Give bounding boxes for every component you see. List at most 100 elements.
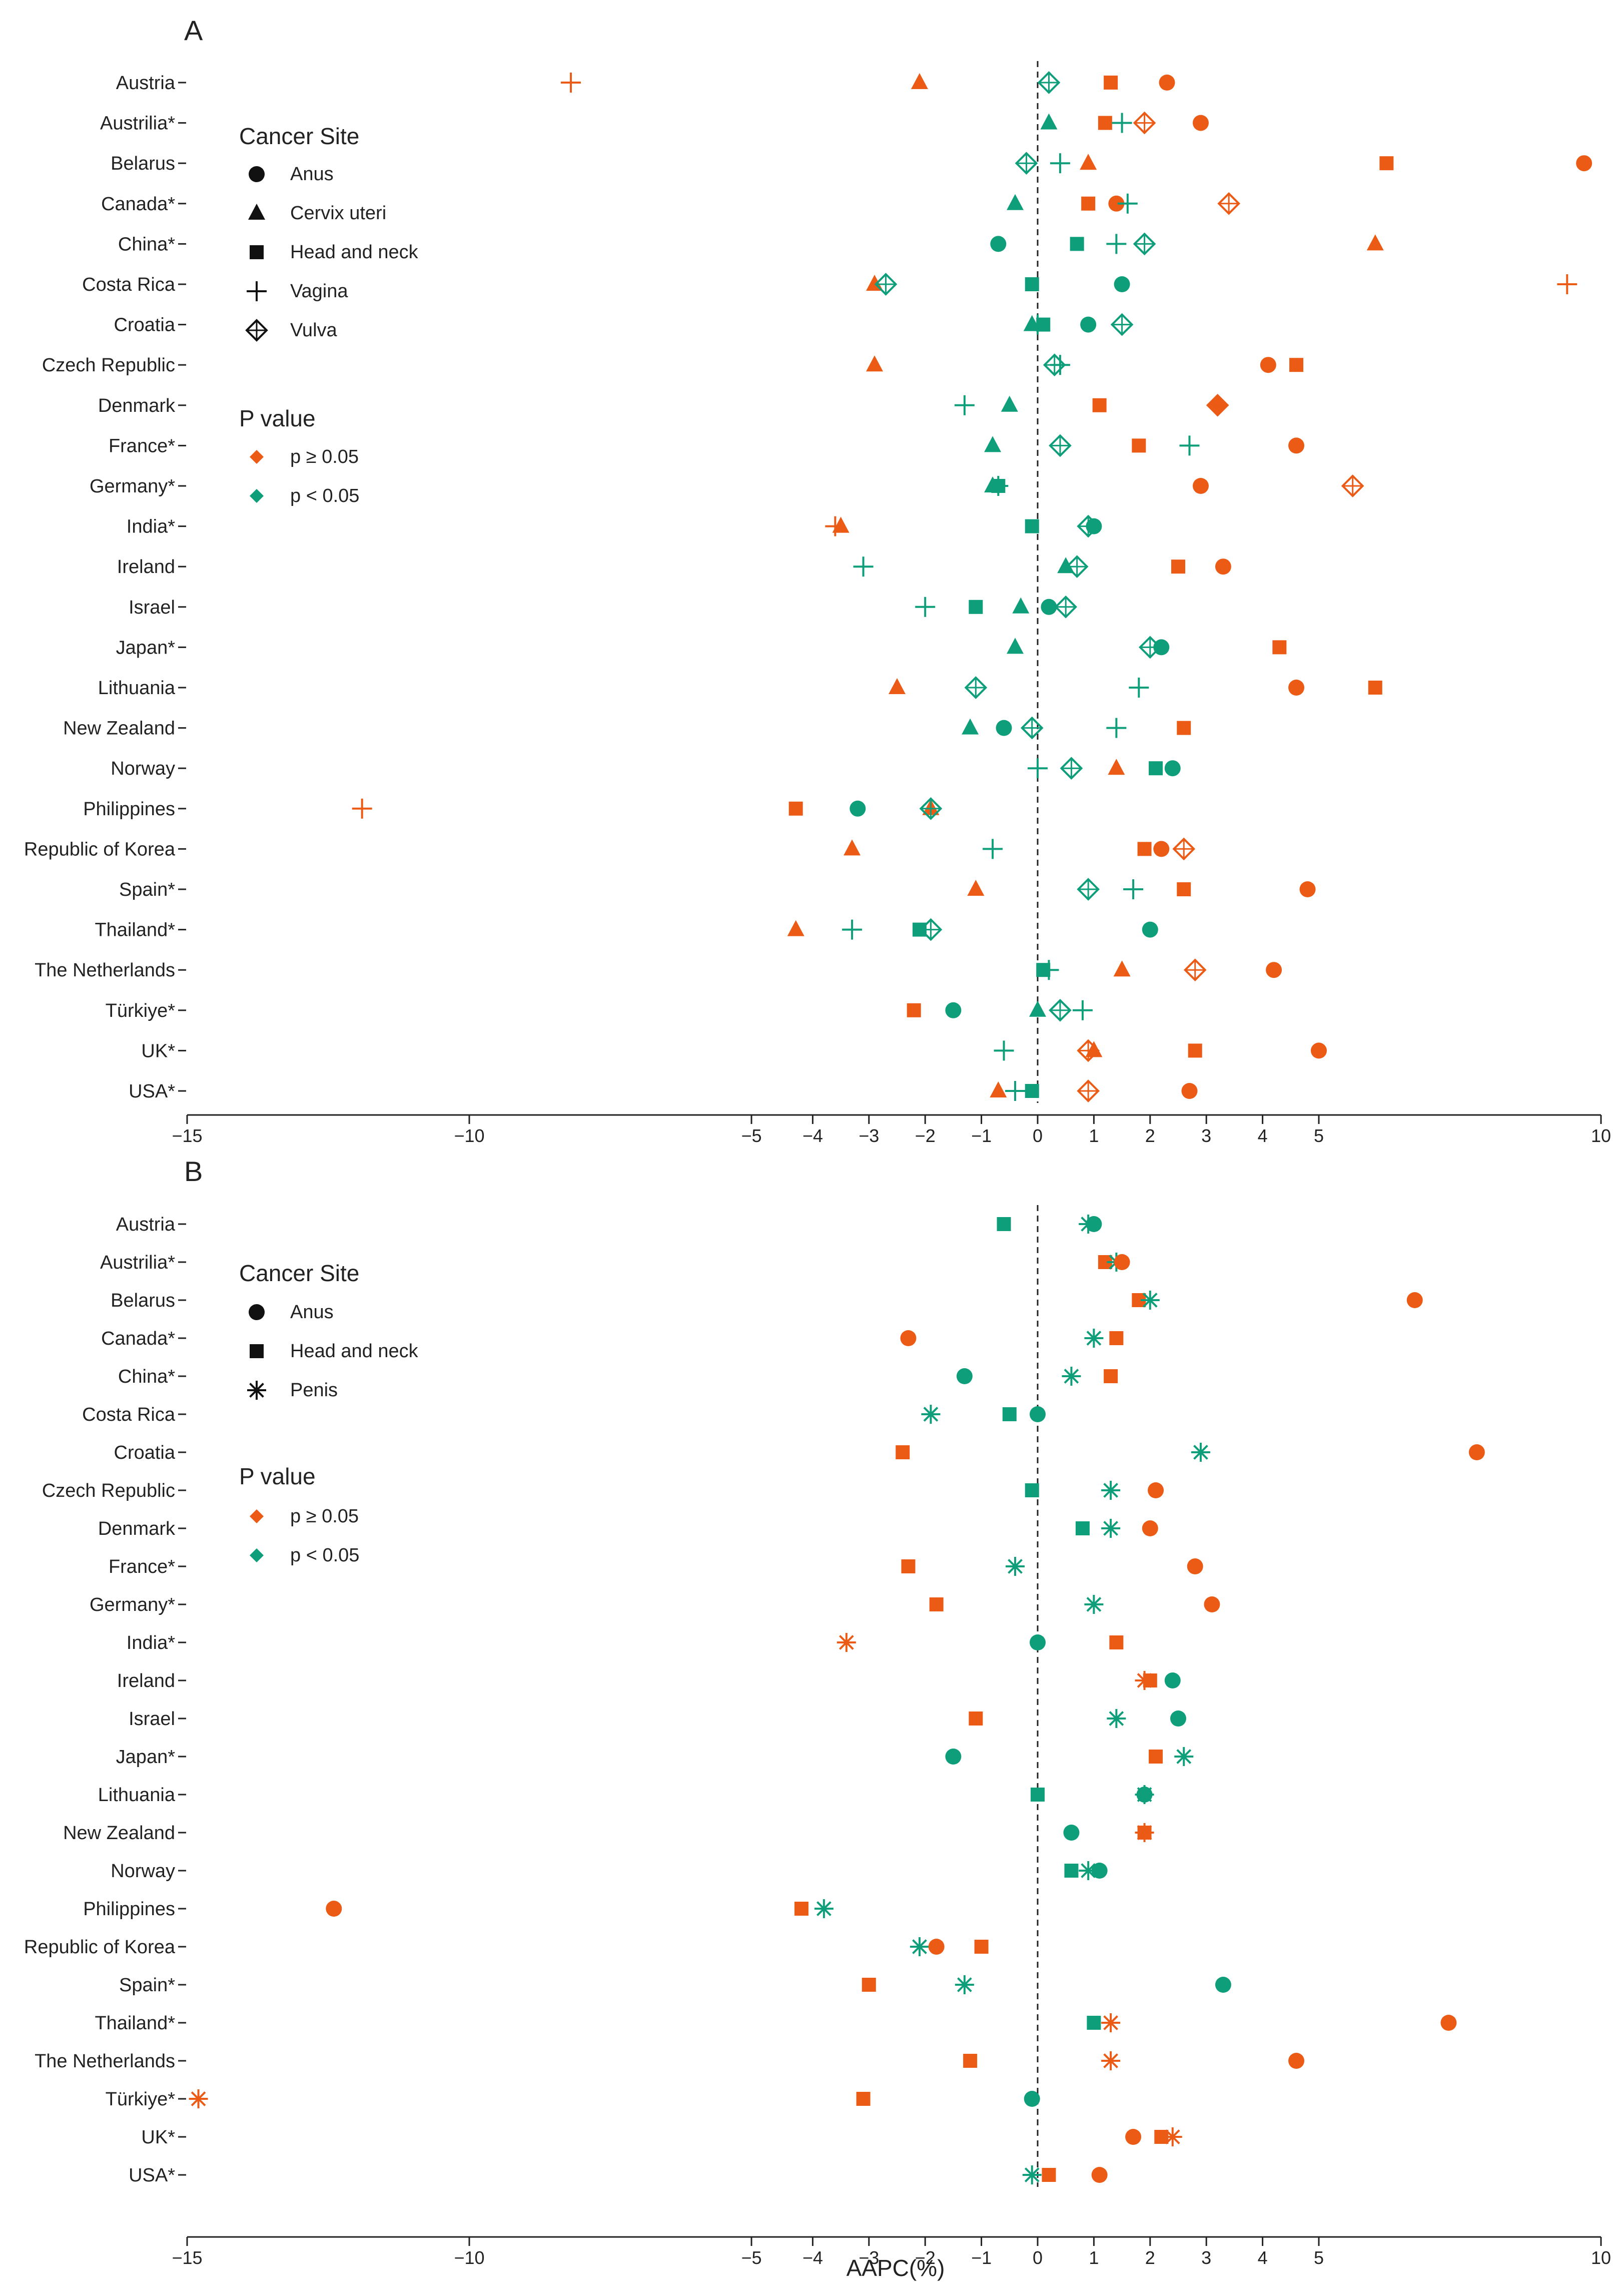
point-spain-head-and-neck bbox=[862, 1978, 876, 1992]
point-new-zealand-penis bbox=[1135, 1823, 1154, 1842]
x-tick-label: 0 bbox=[1033, 2247, 1043, 2268]
point-the-netherlands-vagina bbox=[1039, 960, 1059, 980]
legend-nonsig-label: p ≥ 0.05 bbox=[290, 1506, 359, 1527]
point-thailand-vulva bbox=[919, 918, 943, 941]
panel-b-x-axis: −15 −10 −5 −4 −3 −2 −1 0 1 2 3 4 5 10 bbox=[172, 2236, 1611, 2268]
country-label-usa: USA* bbox=[129, 2165, 175, 2186]
point-usa-penis bbox=[1022, 2165, 1042, 2184]
point-norway-anus bbox=[1091, 1863, 1108, 1879]
point-israel-head-and-neck bbox=[969, 600, 983, 614]
country-label-the-netherlands: The Netherlands bbox=[35, 2051, 175, 2072]
point-spain-penis bbox=[955, 1975, 974, 1994]
country-label-thailand: Thailand* bbox=[95, 2013, 175, 2034]
country-label-croatia: Croatia bbox=[114, 1442, 176, 1463]
point-lithuania-vulva bbox=[964, 676, 988, 699]
point-norway-cervix-uteri bbox=[1108, 759, 1125, 775]
point-japan-anus bbox=[945, 1749, 962, 1765]
point-japan-cervix-uteri bbox=[1007, 638, 1024, 654]
legend-penis-label: Penis bbox=[290, 1380, 338, 1401]
country-label-thailand: Thailand* bbox=[95, 920, 175, 941]
point-france-head-and-neck bbox=[1132, 438, 1146, 453]
point-croatia-vagina bbox=[1028, 314, 1048, 335]
x-tick-label: 5 bbox=[1314, 2247, 1324, 2268]
x-tick-label: 1 bbox=[1089, 1125, 1099, 1146]
point-canada-penis bbox=[1084, 1329, 1104, 1348]
point-the-netherlands-anus bbox=[1288, 2053, 1305, 2069]
point-austrilia-cervix-uteri bbox=[1040, 113, 1058, 130]
point-india-penis bbox=[837, 1633, 856, 1652]
point-uk-penis bbox=[1163, 2127, 1182, 2146]
legend-head-and-neck-label: Head and neck bbox=[290, 242, 419, 263]
point-india-head-and-neck bbox=[1109, 1635, 1124, 1649]
point-czech-republic-vagina bbox=[1050, 355, 1070, 375]
legend-cervix-uteri-label: Cervix uteri bbox=[290, 203, 386, 224]
point-france-anus bbox=[1187, 1558, 1203, 1574]
country-label-czech-republic: Czech Republic bbox=[42, 1480, 175, 1501]
x-tick-label: −1 bbox=[971, 1125, 992, 1146]
country-label-new-zealand: New Zealand bbox=[63, 718, 175, 739]
point-usa-head-and-neck bbox=[1025, 1084, 1039, 1098]
point-lithuania-vagina bbox=[1129, 678, 1149, 698]
point-austria-cervix-uteri bbox=[911, 73, 928, 89]
point-croatia-penis bbox=[1191, 1443, 1210, 1462]
x-tick-label: 3 bbox=[1201, 1125, 1211, 1146]
point-china-anus bbox=[956, 1368, 973, 1384]
point-israel-penis bbox=[1107, 1709, 1126, 1728]
point-new-zealand-vulva bbox=[1020, 716, 1044, 740]
country-label-japan: Japan* bbox=[116, 637, 176, 658]
point-republic-of-korea-vagina bbox=[983, 839, 1003, 859]
x-tick-label: 0 bbox=[1033, 1125, 1043, 1146]
point-usa-anus bbox=[1091, 2167, 1108, 2183]
country-label-germany: Germany* bbox=[90, 1594, 175, 1615]
legend-vulva-label: Vulva bbox=[290, 320, 338, 341]
legend-nonsig-icon bbox=[250, 450, 264, 464]
point-austrilia-anus bbox=[1114, 1254, 1130, 1270]
point-japan-penis bbox=[1174, 1747, 1194, 1766]
point-costa-rica-vulva bbox=[874, 273, 898, 296]
point-republic-of-korea-cervix-uteri bbox=[844, 839, 861, 856]
point-croatia-head-and-neck bbox=[896, 1445, 910, 1459]
x-tick-label: 4 bbox=[1258, 1125, 1268, 1146]
x-tick-label: −4 bbox=[802, 2247, 823, 2268]
country-label-denmark: Denmark bbox=[98, 395, 176, 416]
country-label-the-netherlands: The Netherlands bbox=[35, 960, 175, 981]
point-canada-head-and-neck bbox=[1109, 1331, 1124, 1345]
point-canada-anus bbox=[1108, 195, 1125, 212]
point-germany-anus bbox=[1204, 1596, 1220, 1612]
country-label-ireland: Ireland bbox=[117, 1670, 175, 1691]
point-the-netherlands-penis bbox=[1101, 2051, 1121, 2070]
point-china-vagina bbox=[1106, 234, 1127, 254]
legend-p-value-title: P value bbox=[239, 405, 316, 431]
point-ireland-vulva bbox=[1065, 555, 1089, 579]
point-uk-anus bbox=[1125, 2129, 1142, 2145]
point-denmark-cervix-uteri bbox=[1001, 395, 1018, 412]
country-label-spain: Spain* bbox=[119, 879, 175, 900]
point-republic-of-korea-anus bbox=[1153, 841, 1170, 857]
point-austria-vagina bbox=[561, 73, 581, 93]
x-tick-label: −2 bbox=[915, 2247, 936, 2268]
point-france-head-and-neck bbox=[901, 1559, 916, 1573]
country-label-austria: Austria bbox=[116, 1214, 176, 1235]
point-uk-cervix-uteri bbox=[1085, 1041, 1103, 1057]
point-austria-head-and-neck bbox=[997, 1217, 1011, 1231]
country-label-canada: Canada* bbox=[101, 194, 175, 215]
point-israel-head-and-neck bbox=[969, 1711, 983, 1726]
country-label-czech-republic: Czech Republic bbox=[42, 355, 175, 376]
panel-b-letter: B bbox=[184, 1156, 203, 1187]
point-france-penis bbox=[1006, 1557, 1025, 1576]
point-austrilia-vulva bbox=[1133, 111, 1156, 135]
point-belarus-anus bbox=[1576, 155, 1592, 172]
x-tick-label: 10 bbox=[1591, 1125, 1611, 1146]
point-croatia-anus bbox=[1468, 1444, 1485, 1460]
point-czech-republic-anus bbox=[1260, 357, 1276, 373]
point-turkiye-penis bbox=[189, 2089, 208, 2108]
country-label-costa-rica: Costa Rica bbox=[82, 274, 176, 295]
point-canada-cervix-uteri bbox=[1007, 194, 1024, 210]
x-tick-label: −10 bbox=[454, 1125, 484, 1146]
legend-vagina-icon bbox=[247, 281, 267, 301]
point-philippines-head-and-neck bbox=[794, 1902, 808, 1916]
legend-cancer-site-title: Cancer Site bbox=[239, 123, 359, 149]
x-tick-label: −15 bbox=[172, 2247, 202, 2268]
legend-vulva-icon bbox=[245, 319, 268, 342]
panel-a-x-axis: −15 −10 −5 −4 −3 −2 −1 0 1 2 3 4 5 10 bbox=[172, 1114, 1611, 1146]
